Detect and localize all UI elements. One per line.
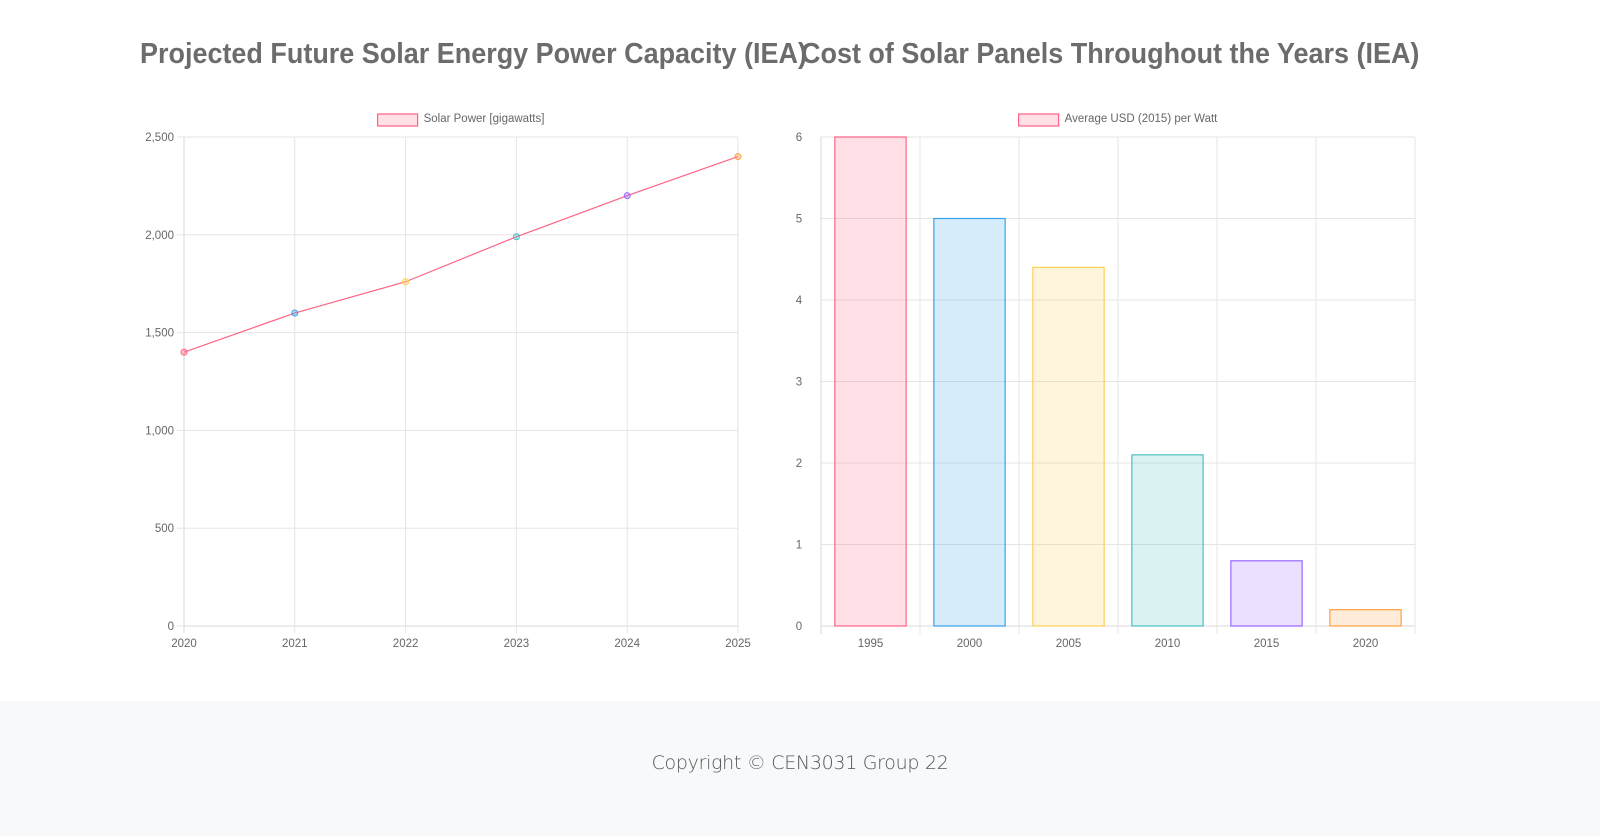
x-tick-label: 2015 [1254,638,1280,650]
y-tick-label: 1 [796,540,802,552]
bar [1131,454,1204,627]
data-point [180,348,188,356]
y-tick-label: 500 [155,523,174,535]
bar-chart-title: Cost of Solar Panels Throughout the Year… [801,38,1420,70]
x-tick-label: 2010 [1155,638,1181,650]
page-footer: Copyright © CEN3031 Group 22 [0,701,1600,836]
bar [933,217,1006,627]
series-line [183,155,739,353]
bar [1329,609,1402,627]
y-tick-label: 5 [796,214,802,226]
bar [1230,560,1303,627]
bar [834,136,907,627]
bar-chart-y-ticks: 0 1 2 3 4 5 6 [796,132,803,633]
x-tick-label: 2020 [171,638,197,650]
data-point [734,153,742,161]
legend-swatch [376,113,419,127]
y-tick-label: 2,500 [145,132,174,144]
x-tick-label: 2005 [1056,638,1082,650]
bar [1032,266,1105,627]
line-chart-title: Projected Future Solar Energy Power Capa… [140,38,807,70]
solar-panel-cost-bar-chart: 0 1 2 3 4 5 6 1995 2000 2005 2010 2015 2020 Average… [796,113,1416,650]
y-tick-label: 1,500 [145,328,174,340]
bar-chart-x-ticks: 1995 2000 2005 2010 2015 2020 [858,638,1379,650]
data-point [623,192,631,200]
x-tick-label: 1995 [858,638,884,650]
data-point [402,278,410,286]
x-tick-label: 2000 [957,638,983,650]
y-tick-label: 6 [796,132,802,144]
line-chart-y-ticks: 0 500 1,000 1,500 2,000 2,500 [145,132,174,633]
x-tick-label: 2025 [725,638,751,650]
x-tick-label: 2022 [393,638,419,650]
y-tick-label: 1,000 [145,425,174,437]
x-tick-label: 2023 [504,638,530,650]
y-tick-label: 0 [796,621,802,633]
bar-chart-bars [834,136,1402,627]
legend-swatch [1018,113,1060,127]
y-tick-label: 2 [796,458,802,470]
line-chart-legend[interactable]: Solar Power [gigawatts] [376,113,545,127]
line-chart-x-ticks: 2020 2021 2022 2023 2024 2025 [171,638,751,650]
y-tick-label: 2,000 [145,230,174,242]
bar-chart-legend[interactable]: Average USD (2015) per Watt [1018,113,1219,127]
data-point [291,309,299,317]
x-tick-label: 2024 [614,638,640,650]
copyright-text: Copyright © CEN3031 Group 22 [651,752,949,774]
line-chart-series [180,153,742,356]
legend-label: Solar Power [gigawatts] [424,113,545,125]
data-point [512,233,520,241]
y-tick-label: 0 [168,621,174,633]
line-chart-grid [177,136,739,633]
x-tick-label: 2021 [282,638,308,650]
y-tick-label: 4 [796,295,803,307]
legend-label: Average USD (2015) per Watt [1065,113,1219,125]
y-tick-label: 3 [796,377,802,389]
bar-chart-grid [820,136,1416,634]
x-tick-label: 2020 [1353,638,1379,650]
